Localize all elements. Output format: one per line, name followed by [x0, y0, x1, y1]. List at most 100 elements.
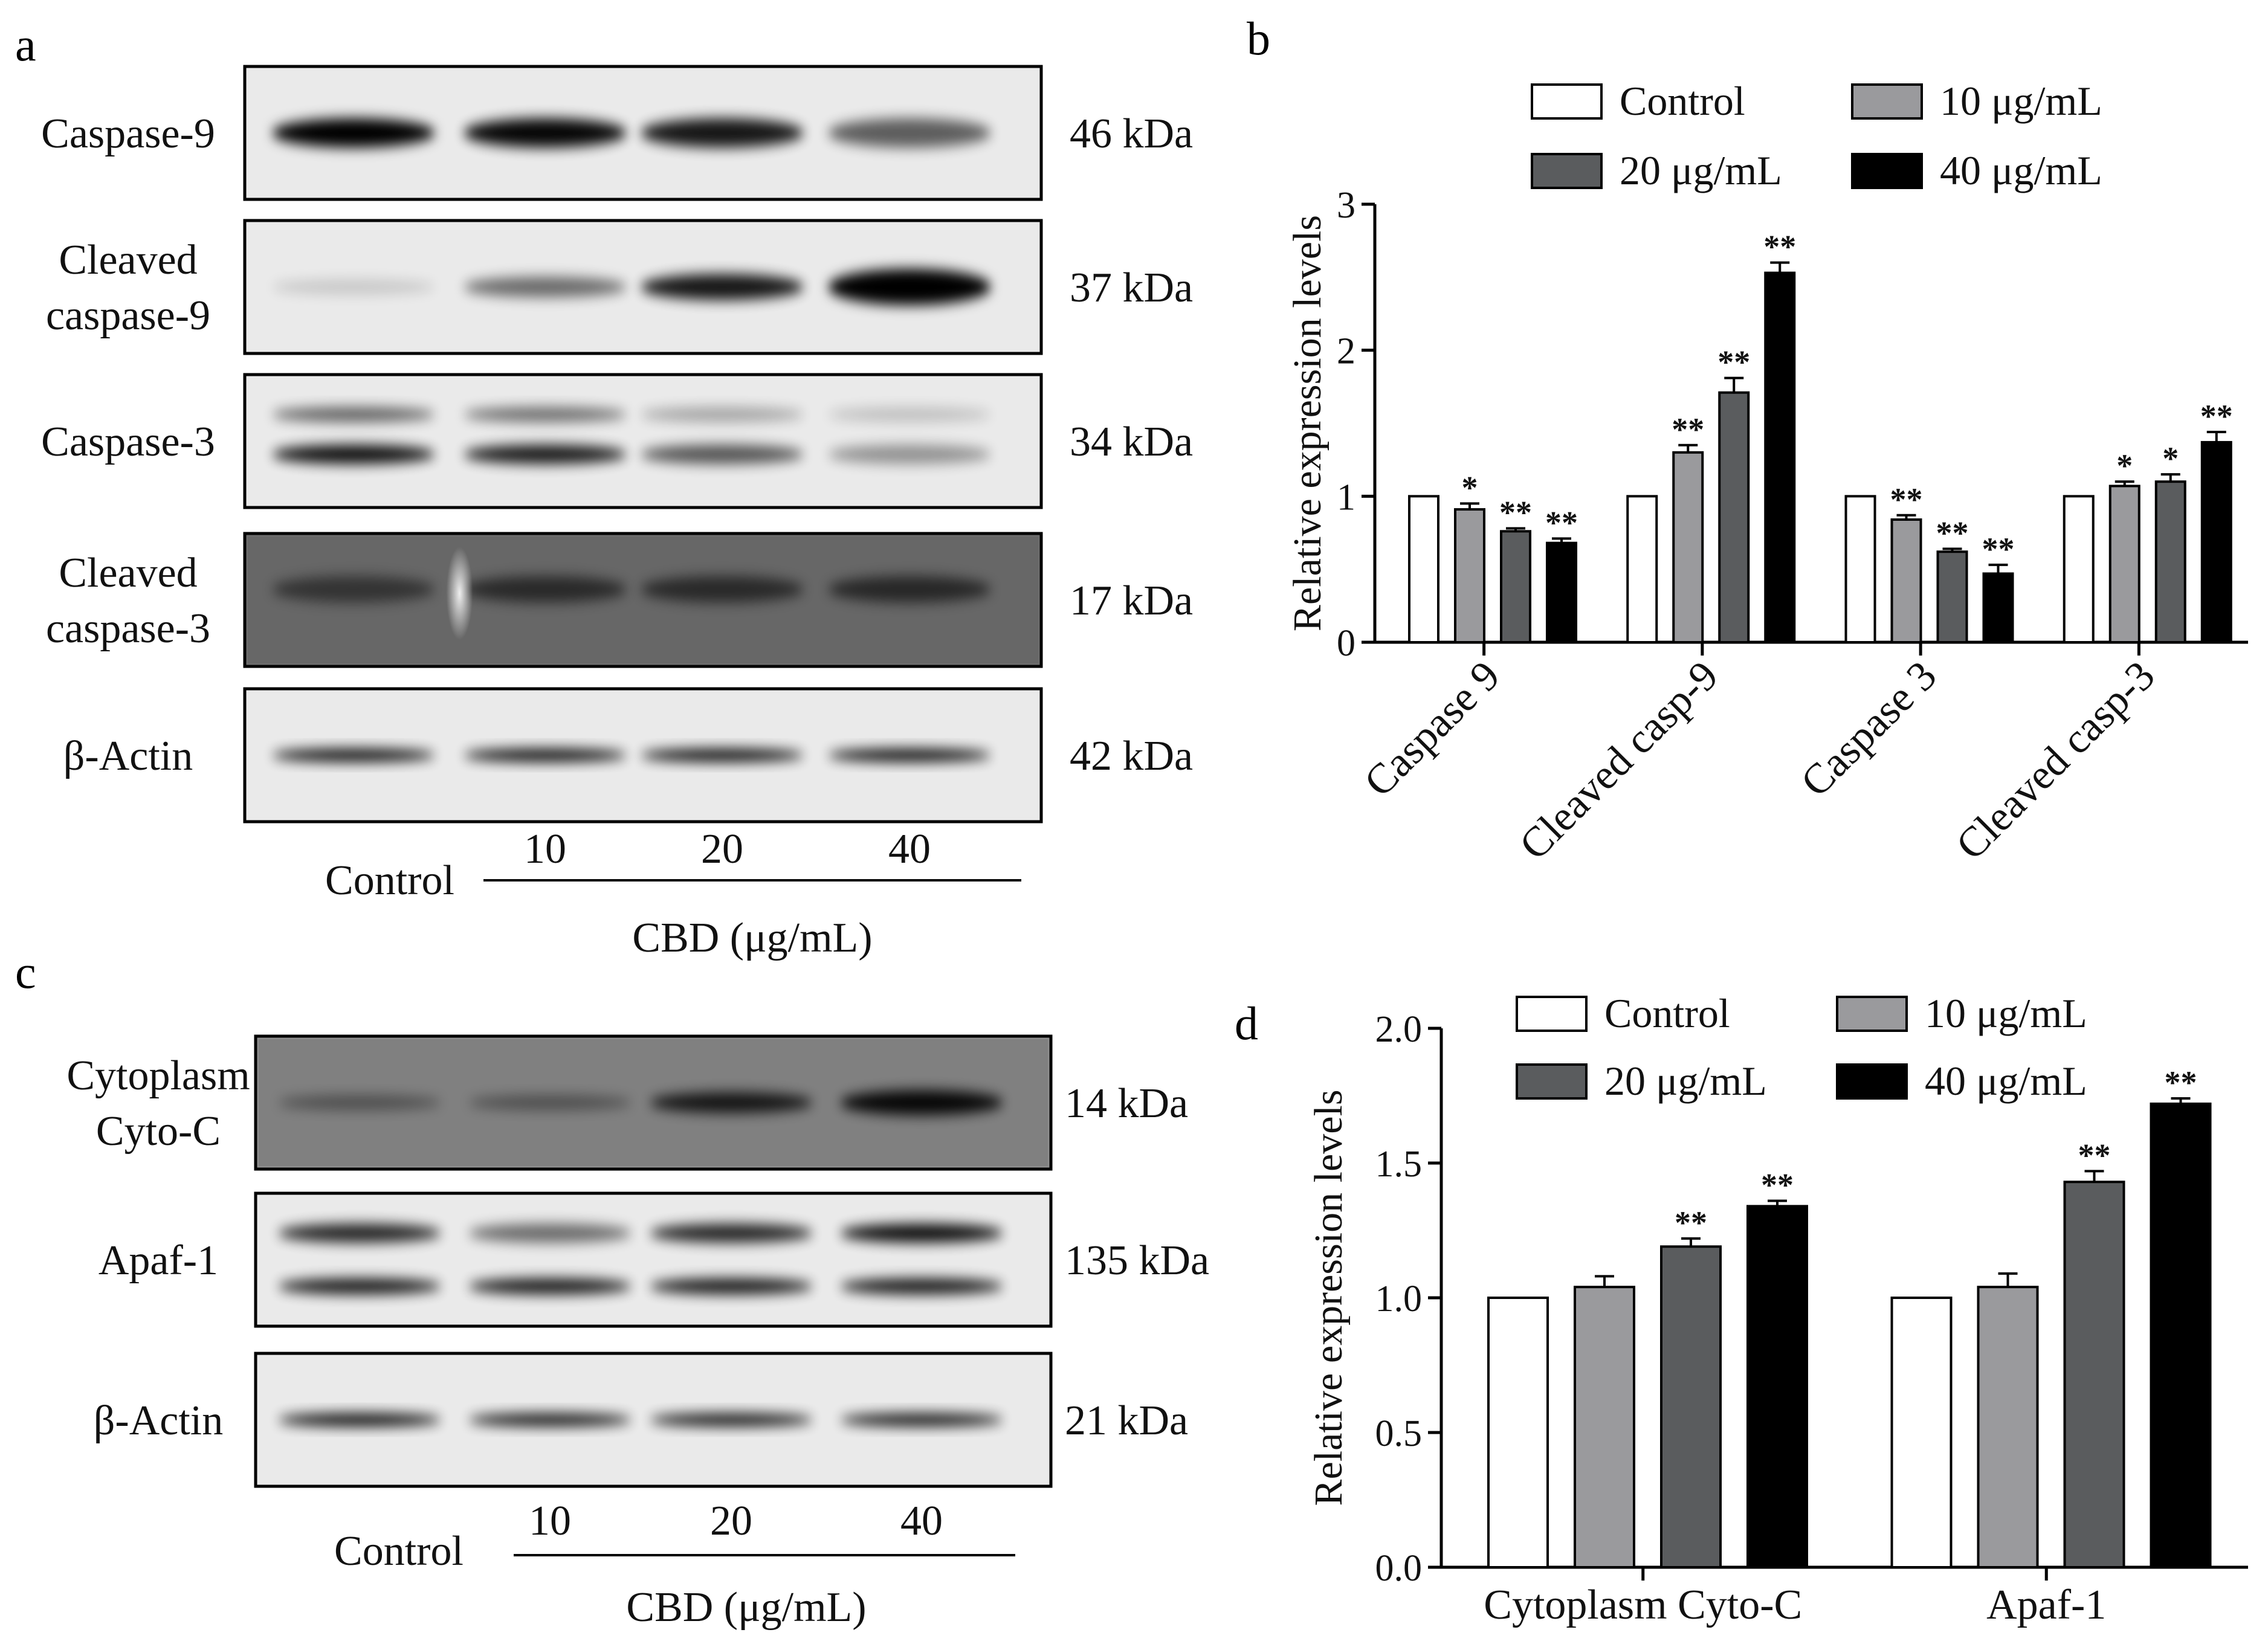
legend-label: 10 μg/mL [1925, 990, 2087, 1036]
significance-marker: ** [1675, 1205, 1707, 1241]
bar [1936, 550, 1968, 644]
legend-label: Control [1620, 78, 1745, 124]
blot-label: Cytoplasm [66, 1052, 250, 1099]
legend-swatch [1516, 1063, 1588, 1100]
western-blot-panel-c: Cytoplasm Cyto-C 14 kDa Apaf-1 135 kDa β-Acti… [66, 1034, 1209, 1631]
bar [1408, 495, 1439, 643]
y-tick-label: 1 [1337, 477, 1355, 518]
protein-band [641, 118, 804, 148]
legend-swatch [1851, 153, 1923, 189]
x-tick-label: Caspase 9 [1355, 653, 1509, 806]
significance-marker: ** [1672, 411, 1704, 448]
protein-band [828, 407, 991, 422]
protein-band [840, 1090, 1003, 1115]
significance-marker: ** [2165, 1065, 2197, 1101]
bar [2154, 480, 2186, 644]
legend-label: Control [1604, 990, 1730, 1036]
legend-swatch [1531, 83, 1603, 120]
blot-membrane [243, 373, 1043, 509]
protein-band [272, 279, 435, 295]
x-tick-label: Cytoplasm Cyto-C [1484, 1582, 1802, 1628]
y-axis-label: Relative expression levels [1285, 215, 1329, 631]
blot-label: Apaf-1 [99, 1237, 218, 1284]
bar [1487, 1297, 1549, 1568]
blot-label: caspase-3 [46, 605, 210, 652]
x-tick-label: Cleaved casp-3 [1948, 653, 2164, 869]
protein-band [272, 749, 435, 762]
significance-marker: ** [1761, 1167, 1794, 1203]
panel-letter-c: c [15, 946, 36, 998]
molecular-weight-label: 34 kDa [1070, 419, 1193, 465]
legend-swatch [1836, 996, 1908, 1032]
protein-band [468, 1278, 632, 1295]
y-tick-label: 1.0 [1375, 1278, 1423, 1320]
molecular-weight-label: 37 kDa [1070, 265, 1193, 311]
protein-band [278, 1223, 441, 1243]
blot-artifact [446, 547, 473, 640]
bar [1626, 495, 1658, 643]
molecular-weight-label: 14 kDa [1065, 1080, 1188, 1127]
control-lane-label: Control [325, 857, 454, 904]
bar [1454, 508, 1485, 643]
blot-label: Caspase-9 [41, 111, 215, 157]
protein-band [828, 445, 991, 464]
protein-band [641, 445, 804, 464]
cbd-axis-label: CBD (μg/mL) [626, 1584, 866, 1631]
legend-swatch [1836, 1063, 1908, 1100]
protein-band [468, 1095, 632, 1110]
protein-band [828, 268, 991, 306]
cbd-axis-label: CBD (μg/mL) [632, 915, 872, 961]
protein-band [278, 1278, 441, 1295]
significance-marker: ** [2200, 398, 2233, 434]
significance-marker: * [2116, 448, 2133, 484]
significance-marker: * [1462, 469, 1478, 506]
legend-label: 10 μg/mL [1940, 78, 2102, 124]
significance-marker: ** [1936, 515, 1969, 551]
protein-band [468, 1413, 632, 1426]
legend-label: 20 μg/mL [1604, 1058, 1767, 1104]
protein-band [828, 118, 991, 148]
protein-band [650, 1413, 813, 1426]
protein-band [272, 118, 435, 148]
bar [1890, 518, 1922, 643]
blot-membrane [254, 1191, 1053, 1328]
molecular-weight-label: 135 kDa [1065, 1237, 1209, 1284]
bar [2063, 1181, 2125, 1568]
protein-band [464, 576, 627, 603]
legend-swatch [1516, 996, 1588, 1032]
protein-band [828, 749, 991, 762]
legend-swatch [1531, 153, 1603, 189]
bar [2063, 495, 2095, 643]
protein-band [278, 1095, 441, 1110]
significance-marker: ** [1717, 344, 1750, 381]
bar [1764, 271, 1796, 644]
panel-letter-b: b [1247, 12, 1270, 65]
molecular-weight-label: 46 kDa [1070, 111, 1193, 157]
dose-label: 20 [701, 826, 743, 872]
bar-chart-d: 0.0 0.5 1.0 1.5 2.0 Relative expression level… [1307, 990, 2248, 1628]
blot-label: β-Actin [63, 733, 193, 779]
significance-marker: ** [1499, 495, 1532, 531]
significance-marker: ** [1763, 229, 1796, 265]
legend-swatch [1851, 83, 1923, 120]
bar [1660, 1245, 1722, 1568]
bar [1982, 572, 2014, 644]
panel-letter-a: a [15, 18, 36, 71]
blot-label: Cleaved [59, 237, 197, 283]
molecular-weight-label: 21 kDa [1065, 1397, 1188, 1444]
y-axis-label: Relative expression levels [1307, 1089, 1351, 1506]
x-tick-label: Caspase 3 [1792, 653, 1946, 806]
bar [2150, 1102, 2212, 1568]
bar [1718, 391, 1750, 643]
legend-label: 20 μg/mL [1620, 147, 1782, 193]
x-tick-label: Cleaved casp-9 [1511, 653, 1727, 869]
protein-band [272, 576, 435, 603]
y-tick-label: 0.5 [1375, 1413, 1423, 1454]
blot-label: Caspase-3 [41, 419, 215, 465]
protein-band [641, 407, 804, 422]
bar [2108, 485, 2140, 644]
protein-band [641, 274, 804, 300]
significance-marker: ** [1545, 504, 1578, 541]
blot-label: Cyto-C [96, 1108, 221, 1155]
